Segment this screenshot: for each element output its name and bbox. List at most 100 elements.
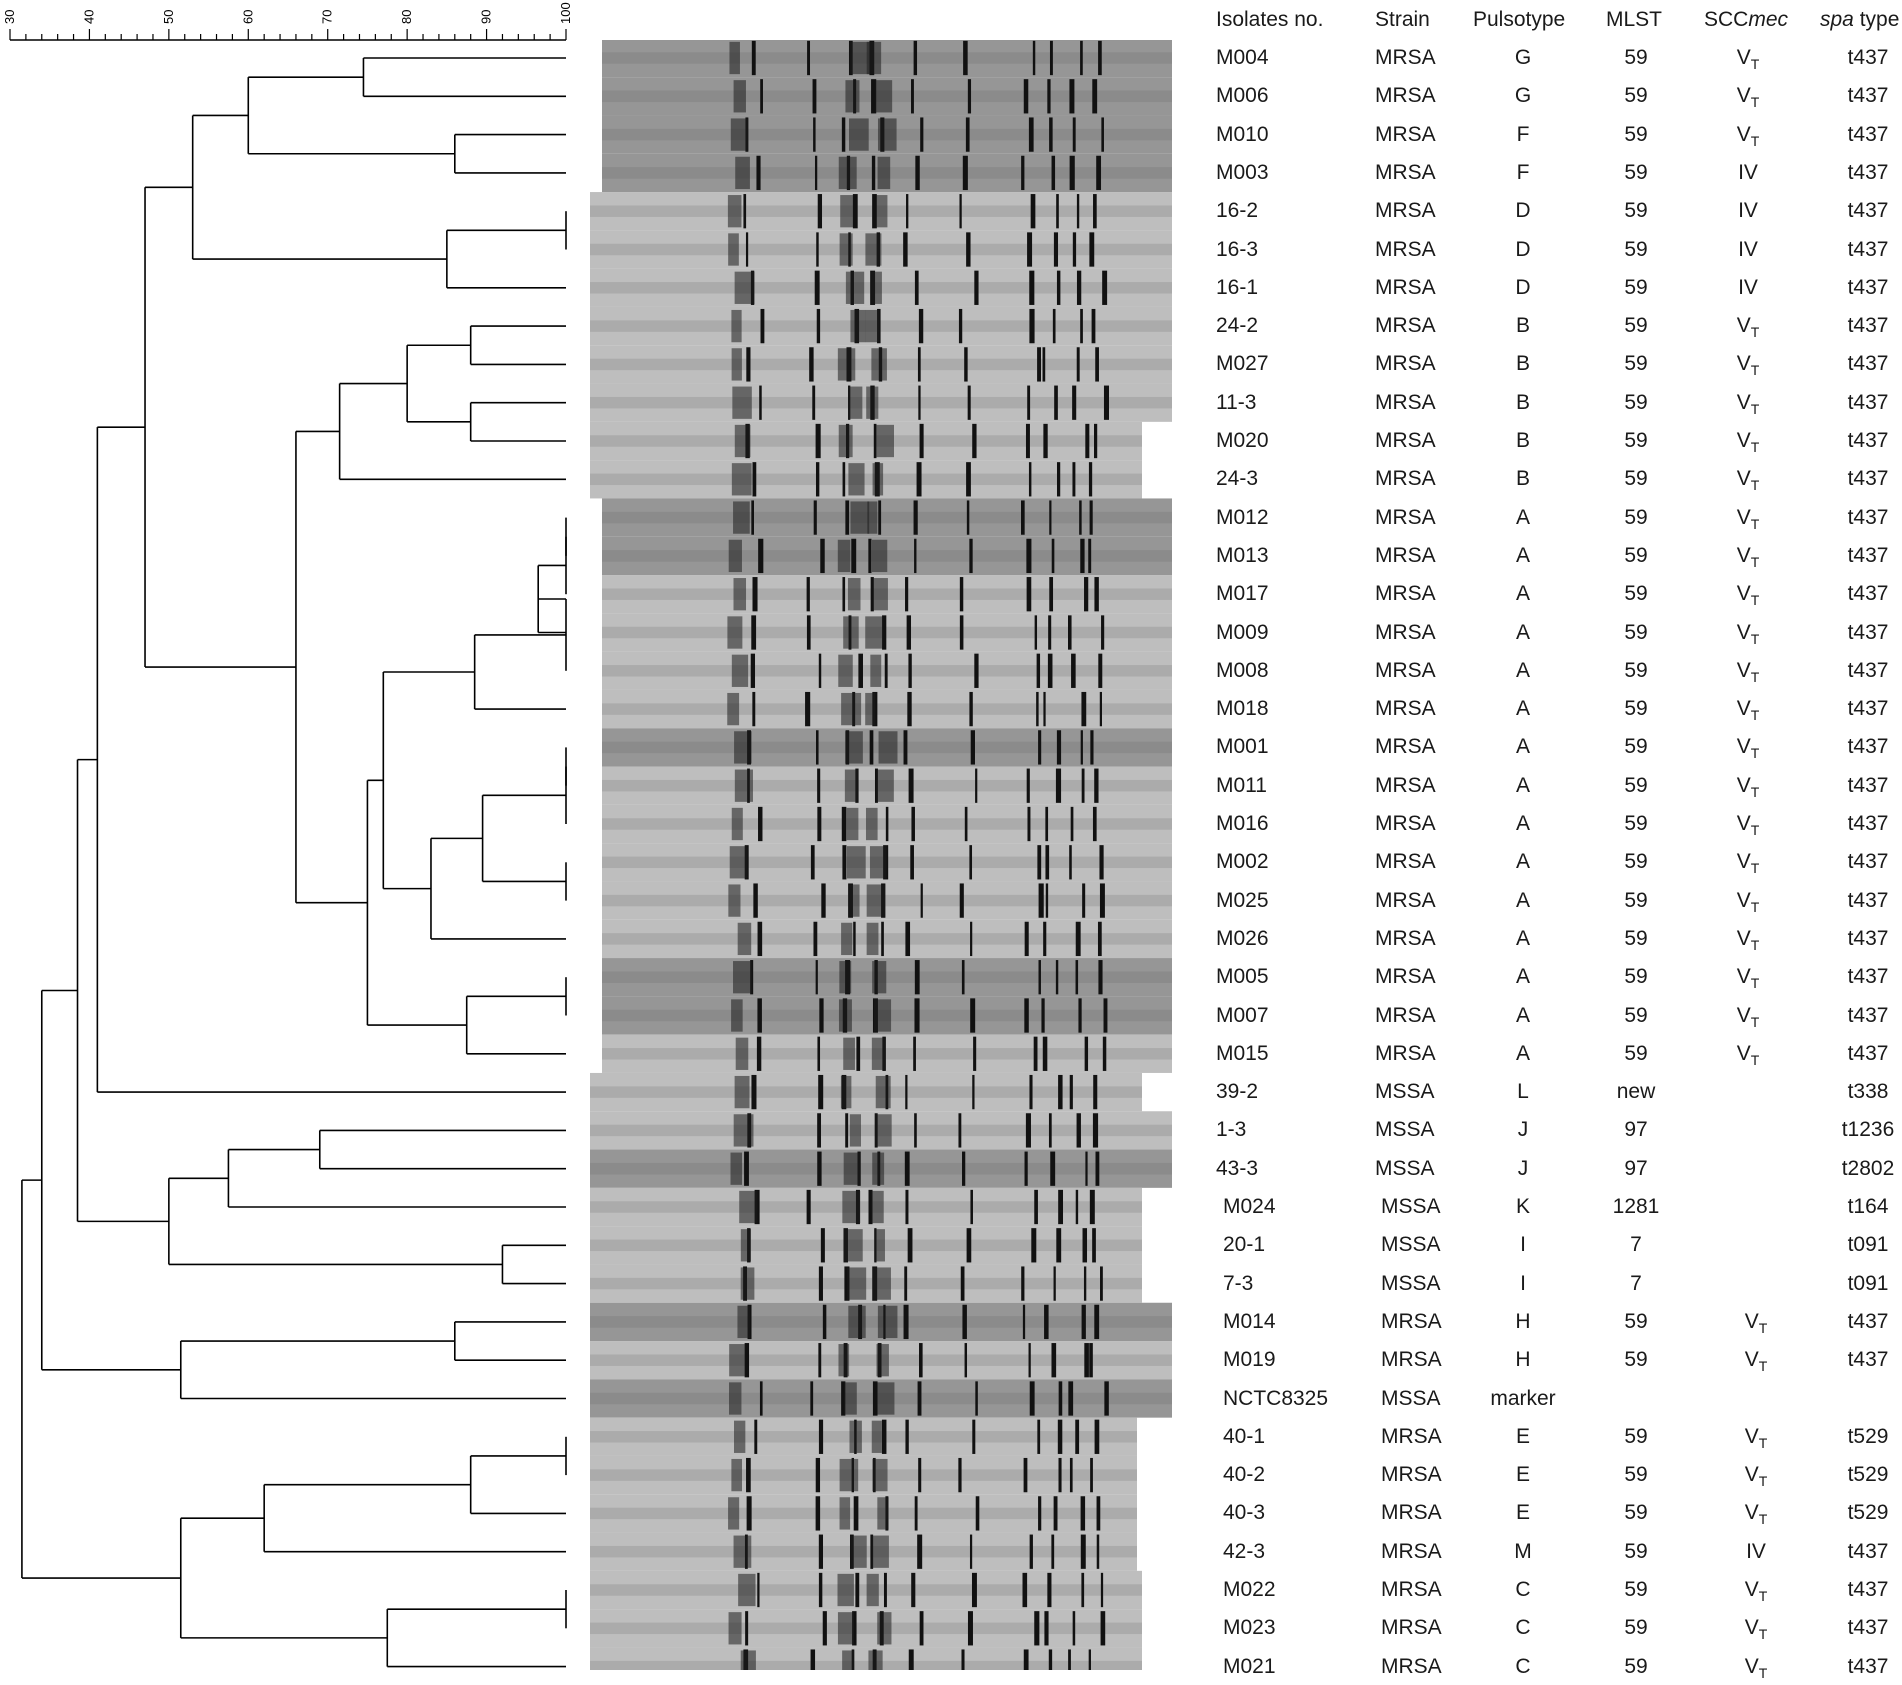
mlst-cell: 59: [1624, 429, 1648, 452]
strain-cell: MSSA: [1375, 1156, 1435, 1180]
gel-band: [844, 1266, 850, 1301]
pulsotype-cell: J: [1517, 1118, 1529, 1142]
gel-band: [1075, 960, 1079, 995]
gel-band: [818, 1572, 823, 1608]
sccmec-cell: VT: [1745, 1501, 1768, 1531]
mlst-cell: new: [1616, 1080, 1656, 1104]
pulsotype-cell: A: [1515, 888, 1531, 912]
gel-band-thick: [873, 578, 888, 611]
spa-type-cell: t437: [1847, 1654, 1889, 1678]
gel-band-thick: [866, 386, 879, 419]
mlst-cell: 59: [1624, 543, 1648, 567]
gel-band: [1049, 40, 1053, 76]
mlst-cell: 1281: [1612, 1195, 1660, 1218]
sccmec-cell: VT: [1745, 1425, 1768, 1455]
isolate-cell: M006: [1216, 84, 1269, 108]
gel-band: [842, 462, 846, 497]
gel-band: [1090, 730, 1094, 765]
gel-band: [911, 1572, 916, 1608]
gel-band: [907, 1228, 913, 1263]
strain-cell: MRSA: [1375, 390, 1436, 414]
gel-band-thick: [728, 1497, 740, 1530]
spa-type-cell: t437: [1847, 658, 1889, 682]
gel-band: [752, 577, 758, 612]
gel-band: [1095, 347, 1099, 382]
mlst-cell: 59: [1624, 1501, 1648, 1525]
gel-band: [967, 79, 972, 114]
sccmec-subtype: T: [1750, 515, 1760, 532]
gel-band: [746, 1496, 752, 1531]
strain-cell: MRSA: [1375, 620, 1436, 644]
gel-band: [905, 921, 911, 957]
strain-cell: MSSA: [1381, 1386, 1441, 1410]
sccmec-cell: VT: [1737, 429, 1760, 459]
gel-lane: [602, 1034, 1172, 1073]
gel-band: [1085, 1151, 1088, 1186]
gel-band-thick: [739, 1190, 758, 1224]
sccmec-cell: VT: [1737, 544, 1760, 574]
gel-band: [822, 1304, 827, 1340]
strain-cell: MRSA: [1375, 658, 1436, 682]
gel-band: [745, 1611, 749, 1646]
gel-band: [1099, 883, 1105, 918]
gel-band-thick: [871, 1420, 882, 1453]
gel-band: [1056, 270, 1061, 305]
gel-band: [1037, 347, 1041, 382]
gel-band: [1100, 1266, 1103, 1301]
isolate-cell: M025: [1216, 888, 1269, 912]
gel-lane: [590, 1417, 1137, 1456]
pulsotype-cell: B: [1515, 390, 1531, 414]
header-sccmec: SCCmec: [1704, 8, 1788, 32]
pulsotype-cell: E: [1515, 1463, 1531, 1487]
gel-band: [821, 883, 826, 918]
gel-band-thick: [733, 80, 746, 113]
gel-band-thick: [731, 654, 749, 687]
strain-cell: MRSA: [1375, 773, 1436, 797]
gel-band: [1058, 1189, 1064, 1225]
isolate-cell: 1-3: [1216, 1118, 1247, 1142]
gel-band: [1094, 1419, 1100, 1454]
gel-band: [1092, 1113, 1099, 1148]
strain-cell: MRSA: [1381, 1309, 1442, 1333]
header-mlst: MLST: [1606, 8, 1663, 31]
gel-band-thick: [876, 1344, 889, 1377]
gel-band: [1038, 883, 1044, 918]
gel-band-thick: [871, 1190, 884, 1224]
gel-smear: [602, 933, 1172, 945]
spa-type-cell: t437: [1847, 1041, 1889, 1065]
gel-band: [959, 577, 964, 612]
gel-band: [975, 1496, 980, 1531]
gel-band: [881, 1419, 887, 1454]
gel-band: [959, 194, 962, 229]
mlst-cell: 59: [1624, 1616, 1648, 1640]
sccmec-subtype: T: [1750, 94, 1760, 111]
sccmec-subtype: T: [1750, 1051, 1760, 1068]
gel-band: [1056, 1228, 1062, 1263]
isolate-cell: M013: [1216, 543, 1269, 567]
gel-band-thick: [838, 999, 852, 1032]
gel-band: [1096, 1496, 1101, 1531]
gel-band: [759, 1381, 763, 1416]
gel-band: [760, 79, 763, 114]
gel-band-thick: [841, 922, 853, 956]
sccmec-type: V: [1744, 1463, 1759, 1487]
gel-band-thick: [840, 195, 854, 228]
gel-band: [758, 538, 764, 574]
gel-band: [1096, 1534, 1100, 1569]
sccmec-type: IV: [1746, 1539, 1766, 1563]
gel-band: [1051, 1534, 1055, 1569]
gel-band: [903, 730, 908, 765]
gel-lane: [590, 460, 1142, 499]
mlst-cell: 97: [1624, 1156, 1648, 1180]
gel-smear: [590, 1201, 1142, 1213]
strain-cell: MRSA: [1375, 1041, 1436, 1065]
gel-band-thick: [841, 692, 862, 726]
header-isolate: Isolates no.: [1216, 8, 1324, 31]
gel-band: [1103, 385, 1110, 420]
gel-band: [871, 155, 876, 191]
gel-band: [1096, 155, 1102, 191]
gel-band: [1029, 270, 1035, 305]
gel-band: [871, 79, 877, 114]
sccmec-cell: VT: [1737, 46, 1760, 76]
gel-smear: [590, 435, 1142, 447]
